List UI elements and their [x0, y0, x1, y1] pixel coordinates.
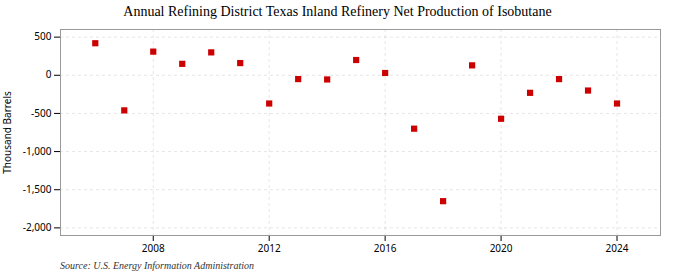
svg-text:-1,500: -1,500: [23, 182, 52, 196]
html-text:Source: U.S. Energy Informatio: Source: U.S. Energy Information Administ…: [60, 260, 255, 271]
svg-text:2024: 2024: [606, 241, 629, 255]
svg-text:-2,000: -2,000: [23, 220, 52, 234]
svg-text:500: 500: [34, 29, 51, 43]
svg-text:-1,000: -1,000: [23, 144, 52, 158]
svg-text:2008: 2008: [142, 241, 165, 255]
svg-text:2012: 2012: [258, 241, 281, 255]
svg-text:-500: -500: [31, 106, 52, 120]
svg-text:2016: 2016: [374, 241, 397, 255]
svg-text:Thousand Barrels: Thousand Barrels: [0, 91, 14, 174]
html-text:Annual Refining District Texas: Annual Refining District Texas Inland Re…: [123, 4, 552, 19]
svg-text:2020: 2020: [490, 241, 513, 255]
svg-text:0: 0: [46, 67, 52, 81]
